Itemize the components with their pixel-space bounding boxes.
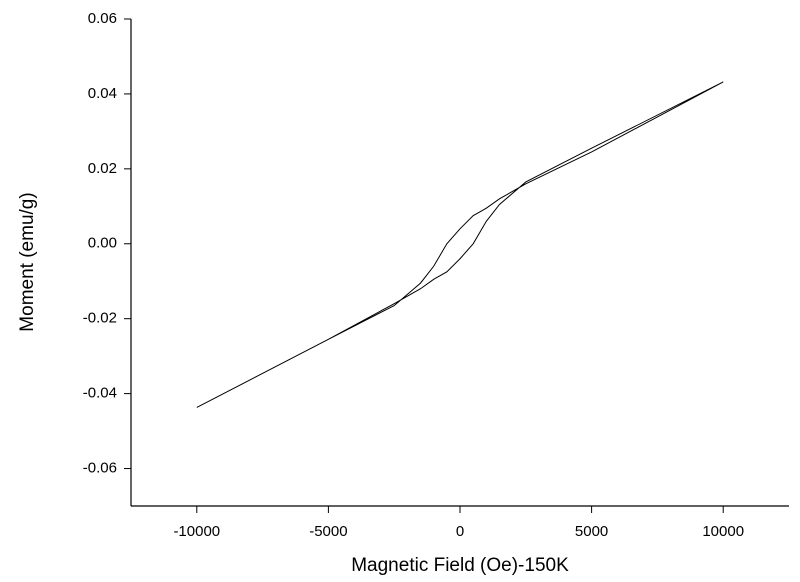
x-tick-label: -10000 bbox=[173, 523, 220, 540]
y-tick-label: -0.02 bbox=[83, 310, 117, 327]
x-axis-label: Magnetic Field (Oe)-150K bbox=[351, 555, 569, 576]
x-tick-label: 10000 bbox=[702, 523, 744, 540]
y-tick-label: 0.04 bbox=[88, 85, 117, 102]
x-tick-label: 5000 bbox=[575, 523, 608, 540]
data-line bbox=[196, 81, 724, 408]
x-tick-label: -5000 bbox=[309, 523, 347, 540]
y-tick-label: 0.06 bbox=[88, 10, 117, 27]
x-tick-label: 0 bbox=[456, 523, 464, 540]
y-tick-label: -0.04 bbox=[83, 385, 117, 402]
y-axis-label: Moment (emu/g) bbox=[17, 192, 38, 331]
y-tick-label: 0.00 bbox=[88, 235, 117, 252]
y-tick-label: 0.02 bbox=[88, 160, 117, 177]
y-tick-label: -0.06 bbox=[83, 460, 117, 477]
